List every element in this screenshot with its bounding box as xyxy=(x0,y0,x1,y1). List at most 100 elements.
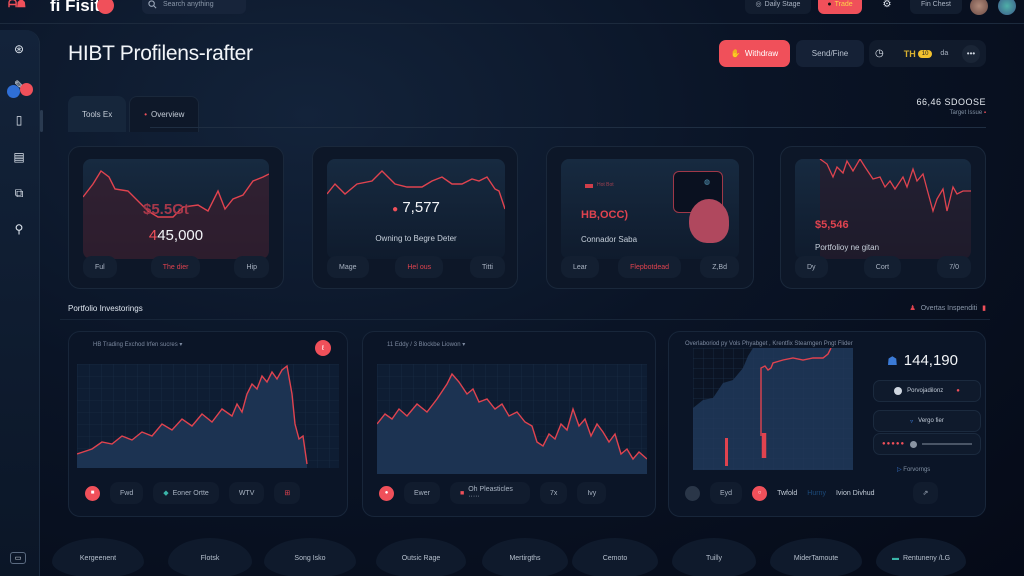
user-icon: ♟ xyxy=(909,305,916,312)
tab-overview[interactable]: • Overview xyxy=(129,96,200,132)
pill-button[interactable]: Cort xyxy=(863,256,902,278)
pill-button[interactable]: Lear xyxy=(561,256,600,278)
panel-action-button[interactable]: ℓ xyxy=(315,340,331,356)
tab-tools[interactable]: Tools Ex xyxy=(68,96,127,132)
fin-chest-button[interactable]: Fin Chest xyxy=(910,0,962,14)
metric-card-3[interactable]: Hot Bot HB,OCC) Connador Saba ◍ Lear Fle… xyxy=(546,146,754,289)
card-label: Portfolioy ne gitan xyxy=(815,243,880,252)
nav-item[interactable]: Song Isko xyxy=(264,538,356,576)
stat-row-1[interactable]: Porvojadilonz ● xyxy=(873,380,981,402)
daily-stage-button[interactable]: ◎ Daily Stage xyxy=(745,0,811,14)
logo-mark: ᗩ☗ xyxy=(8,0,26,10)
token-tag: TH xyxy=(903,48,916,59)
panel-title[interactable]: 11 Eddy / 3 Blockbe Liowon ▾ xyxy=(387,342,466,348)
metric-card-1[interactable]: $5.5Gt 445,000 Ful The dier Hip xyxy=(68,146,284,289)
footer-pill[interactable]: Ewer xyxy=(404,482,440,504)
pill-button[interactable]: Z,Bd xyxy=(700,256,739,278)
avatar-user[interactable] xyxy=(970,0,988,15)
tab-bar: Tools Ex • Overview xyxy=(68,96,200,132)
clock-icon[interactable]: ◷ xyxy=(875,48,884,59)
slider-handle xyxy=(910,440,918,448)
slider-track xyxy=(922,443,972,445)
footer-pill[interactable]: ■ Oh Pleasticles ····· xyxy=(449,482,530,504)
record-button[interactable]: ■ xyxy=(85,485,100,501)
pill-button[interactable]: Dy xyxy=(795,256,828,278)
more-button[interactable]: ••• xyxy=(962,44,980,63)
nav-item[interactable]: Flotsk xyxy=(168,538,252,576)
sidebar-item-network[interactable]: ⚲ xyxy=(10,220,28,238)
brand-badge-icon xyxy=(97,0,114,14)
card-label: Owning to Begre Deter xyxy=(375,234,457,243)
search-input[interactable]: Search anything xyxy=(142,0,246,14)
notification-badge-blue xyxy=(7,85,20,98)
record-button[interactable]: ● xyxy=(379,485,394,501)
slider-control[interactable]: ●●●●● xyxy=(873,433,981,455)
nav-item[interactable]: MiderTamoute xyxy=(770,538,862,576)
panel-title[interactable]: HB Trading Exchod Irfen sucres ▾ xyxy=(93,342,183,348)
nav-item[interactable]: Mertirgths xyxy=(482,538,568,576)
nav-item[interactable]: Cemoto xyxy=(572,538,658,576)
users-icon: ☗ xyxy=(887,353,898,368)
nav-item[interactable]: Outsic Rage xyxy=(376,538,466,576)
withdraw-button[interactable]: ✋ Withdraw xyxy=(719,40,790,67)
line-chart-3 xyxy=(693,348,853,470)
card-actions: Mage Hel ous Titti xyxy=(327,256,505,278)
footer-pill[interactable]: WTV xyxy=(228,482,265,504)
sidebar-item-layouts[interactable]: ▤ xyxy=(10,148,28,166)
metric-card-4[interactable]: $5,546 Portfolioy ne gitan Dy Cort 7/0 xyxy=(780,146,986,289)
share-button[interactable]: ⇗ xyxy=(912,482,939,504)
metric-card-2[interactable]: ● 7,577 Owning to Begre Deter Mage Hel o… xyxy=(312,146,518,289)
pill-button[interactable]: The dier xyxy=(150,256,201,278)
brand-name[interactable]: fi Fisit xyxy=(50,0,101,15)
footer-pill[interactable]: Fwd xyxy=(110,482,144,504)
sidebar-item-documents[interactable]: ▯ xyxy=(10,111,28,129)
footer-pill[interactable]: Eyd xyxy=(710,482,743,504)
line-chart-2 xyxy=(377,364,647,474)
pill-button[interactable]: 7/0 xyxy=(937,256,971,278)
nav-item[interactable]: Tuilly xyxy=(672,538,756,576)
trade-button[interactable]: ● Trade xyxy=(818,0,862,14)
nav-item[interactable]: Kergeenent xyxy=(52,538,144,576)
sidebar-item-image[interactable]: ▭ xyxy=(10,552,26,564)
sparkline-chart-4: $5,546 Portfolioy ne gitan xyxy=(795,159,971,259)
pill-button[interactable]: Titti xyxy=(469,256,505,278)
sidebar-item-analytics[interactable]: ⧉ xyxy=(10,184,28,202)
pill-button[interactable]: Ful xyxy=(83,256,117,278)
sidebar-scrollbar[interactable] xyxy=(40,110,43,132)
record-button[interactable]: ○ xyxy=(752,485,768,501)
pill-button[interactable]: Mage xyxy=(327,256,369,278)
summary-subtitle: Target Issue ▪ xyxy=(949,110,987,116)
indicator-icon: ▮ xyxy=(982,305,986,312)
section-action[interactable]: ♟ Overtas Inspenditi ▮ xyxy=(909,304,986,313)
overlay-value: $5.5Gt xyxy=(143,201,189,218)
chart-icon: ⊞ xyxy=(284,490,291,497)
pill-button[interactable]: Flepbotdead xyxy=(618,256,682,278)
sidebar-item-portfolio[interactable]: ✎ xyxy=(10,76,28,94)
footer-pill[interactable]: 7x xyxy=(539,482,568,504)
indicator-icon: ▪ xyxy=(983,110,986,116)
dashboard-icon: ⊛ xyxy=(13,42,25,56)
card-actions: Dy Cort 7/0 xyxy=(795,256,971,278)
footer-pill[interactable]: Ivy xyxy=(577,482,607,504)
token-badge: 10 xyxy=(917,49,933,58)
pill-button[interactable]: Hip xyxy=(234,256,269,278)
sidebar-item-dashboard[interactable]: ⊛ xyxy=(10,40,28,58)
send-button[interactable]: Send/Fine xyxy=(796,40,864,67)
pill-button[interactable]: Hel ous xyxy=(395,256,444,278)
status-dot-icon xyxy=(894,387,903,395)
network-icon: ⚲ xyxy=(14,222,24,236)
chart-panel-1: HB Trading Exchod Irfen sucres ▾ ℓ ■ Fwd… xyxy=(68,331,348,517)
chart-type-button[interactable]: ⊞ xyxy=(274,482,301,504)
footer-pill[interactable]: ◆ Eoner Ortte xyxy=(153,482,219,504)
footer-label: Twfold xyxy=(777,489,798,497)
avatar-button[interactable] xyxy=(685,485,700,501)
stat-row-2[interactable]: ▿ Vergo fier xyxy=(873,410,981,432)
card-value: 445,000 xyxy=(148,227,204,244)
nav-item[interactable]: ▬ Rentuneny /LG xyxy=(876,538,966,576)
card-actions: Ful The dier Hip xyxy=(83,256,269,278)
header-control-group: ◷ TH 10 da ••• xyxy=(869,40,986,67)
card-content-3: Hot Bot HB,OCC) Connador Saba ◍ xyxy=(561,159,739,259)
avatar-secondary[interactable] xyxy=(998,0,1016,15)
settings-button[interactable]: ⚙ xyxy=(875,0,899,14)
bottom-navigation: Kergeenent Flotsk Song Isko Outsic Rage … xyxy=(50,538,1024,576)
